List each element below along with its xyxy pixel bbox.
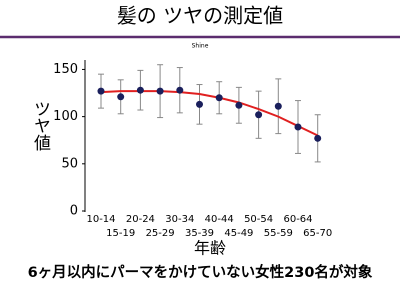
data-point	[314, 134, 322, 142]
x-tick-label: 55-59	[264, 228, 293, 239]
data-point	[196, 100, 203, 108]
x-axis-label: 年齢	[194, 239, 226, 258]
data-point	[156, 87, 164, 95]
data-point	[136, 86, 144, 94]
x-tick-label: 45-49	[224, 228, 253, 239]
x-tick-label: 15-19	[106, 228, 135, 239]
x-tick-label: 25-29	[146, 228, 175, 239]
y-tick-label: 50	[61, 156, 78, 171]
x-tick-label: 50-54	[244, 214, 273, 225]
x-tick-label: 20-24	[126, 214, 155, 225]
chart-title: Shine	[192, 43, 209, 50]
trend-line	[100, 90, 319, 137]
x-tick-label: 30-34	[165, 214, 194, 225]
slide-title: 髪の ツヤの測定値	[117, 4, 283, 28]
data-point	[215, 94, 223, 102]
y-tick-label: 150	[53, 62, 78, 77]
x-tick-label: 65-70	[303, 228, 332, 239]
x-tick-label: 35-39	[185, 228, 214, 239]
data-point	[176, 86, 184, 94]
x-tick-label: 40-44	[205, 214, 234, 225]
data-point	[235, 101, 243, 109]
y-tick-label: 100	[53, 109, 78, 124]
y-axis-label: ツヤ値	[30, 100, 51, 151]
footnote: 6ヶ月以内にパーマをかけていない女性230名が対象	[28, 263, 373, 281]
x-tick-label: 10-14	[86, 214, 115, 225]
y-tick-label: 0	[70, 204, 78, 219]
data-point	[117, 93, 125, 101]
data-point	[294, 123, 302, 131]
data-point	[255, 111, 263, 119]
x-tick-label: 60-64	[283, 214, 312, 225]
data-point	[97, 87, 105, 95]
data-point	[274, 102, 282, 110]
